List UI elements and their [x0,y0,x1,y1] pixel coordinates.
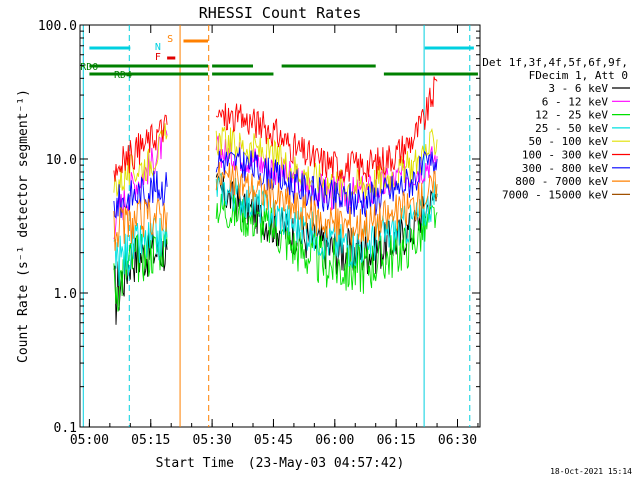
legend-entry-label: 800 - 7000 keV [515,175,608,188]
x-tick-label: 06:30 [438,433,477,448]
series-lines [113,76,438,325]
y-tick-label: 10.0 [46,153,77,168]
x-tick-label: 05:00 [70,433,109,448]
plot-frame [79,24,481,428]
flag-label: RD4 [114,70,132,81]
legend-entry-label: 25 - 50 keV [535,122,608,135]
x-tick-label: 05:30 [193,433,232,448]
legend-entry-label: 7000 - 15000 keV [502,188,608,201]
y-tick-label: 100.0 [38,19,77,34]
series-line [215,76,438,183]
legend-header: Det 1f,3f,4f,5f,6f,9f, [482,56,628,69]
series-line [113,123,168,197]
legend-entry-label: 50 - 100 keV [529,135,609,148]
x-axis: 05:00 05:15 05:30 05:45 06:00 06:15 06:30 [70,25,479,448]
legend-header: FDecim 1, Att 0 [529,69,628,82]
x-tick-label: 06:15 [377,433,416,448]
flag-label: S [167,34,173,45]
series-line [215,162,438,246]
flag-label: RD0 [80,62,98,73]
series-line [215,147,438,218]
series-line [215,135,438,212]
y-axis-label: Count Rate (s⁻¹ detector segment⁻¹) [16,89,31,363]
x-axis-label-prefix: Start Time [156,456,234,471]
series-line [113,198,168,251]
legend-entry-label: 3 - 6 keV [548,82,608,95]
footer-date: 18-Oct-2021 15:14 [550,467,632,476]
y-tick-label: 1.0 [54,287,77,302]
y-axis: 0.1 1.0 10.0 100.0 [38,19,480,436]
x-tick-label: 06:00 [315,433,354,448]
legend-entry-label: 6 - 12 keV [542,95,609,108]
legend: Det 1f,3f,4f,5f,6f,9f,FDecim 1, Att 03 -… [482,56,630,201]
state-flags: RD0 RD4 NFS [80,34,478,81]
flag-label: F [155,52,161,63]
x-tick-label: 05:15 [131,433,170,448]
legend-entry-label: 100 - 300 keV [522,149,608,162]
x-axis-label-date: (23-May-03 04:57:42) [248,456,405,471]
series-line [215,172,438,268]
series-line [113,217,168,287]
legend-entry-label: 300 - 800 keV [522,162,608,175]
flag-label: N [155,42,161,53]
chart-title: RHESSI Count Rates [199,4,362,22]
series-line [215,193,438,294]
legend-entry-label: 12 - 25 keV [535,109,608,122]
x-tick-label: 05:45 [254,433,293,448]
y-tick-label: 0.1 [54,421,77,436]
series-line [113,114,168,182]
x-axis-label: Start Time (23-May-03 04:57:42) [156,456,405,471]
